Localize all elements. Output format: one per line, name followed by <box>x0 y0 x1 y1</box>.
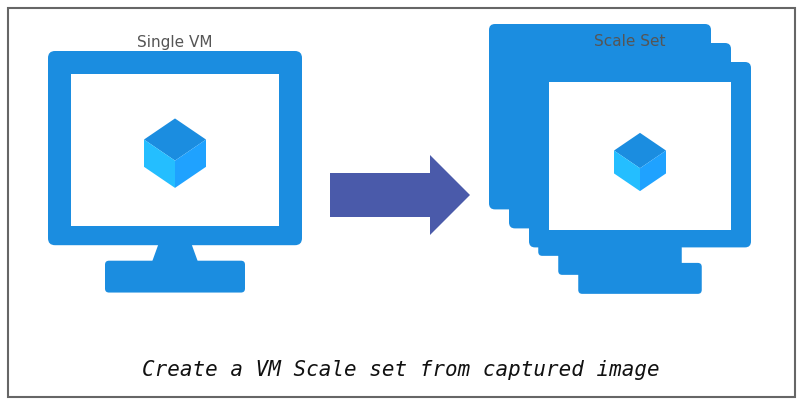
Polygon shape <box>528 63 711 211</box>
FancyBboxPatch shape <box>508 43 730 228</box>
Polygon shape <box>151 238 199 265</box>
Polygon shape <box>330 155 469 235</box>
Polygon shape <box>614 151 639 191</box>
Polygon shape <box>618 241 660 267</box>
Polygon shape <box>71 74 279 226</box>
Polygon shape <box>144 118 206 161</box>
Text: Single VM: Single VM <box>137 34 213 49</box>
Polygon shape <box>578 203 620 229</box>
FancyBboxPatch shape <box>488 24 710 209</box>
Polygon shape <box>175 140 206 188</box>
Polygon shape <box>639 151 665 191</box>
Polygon shape <box>144 140 175 188</box>
Polygon shape <box>598 222 640 248</box>
Text: Scale Set: Scale Set <box>593 34 665 49</box>
FancyBboxPatch shape <box>577 263 701 294</box>
Polygon shape <box>508 44 691 192</box>
FancyBboxPatch shape <box>48 51 302 245</box>
FancyBboxPatch shape <box>537 225 661 256</box>
FancyBboxPatch shape <box>529 62 750 247</box>
Polygon shape <box>614 133 665 168</box>
Text: Create a VM Scale set from captured image: Create a VM Scale set from captured imag… <box>142 360 659 380</box>
Polygon shape <box>548 82 731 230</box>
FancyBboxPatch shape <box>557 244 681 275</box>
FancyBboxPatch shape <box>105 261 245 292</box>
